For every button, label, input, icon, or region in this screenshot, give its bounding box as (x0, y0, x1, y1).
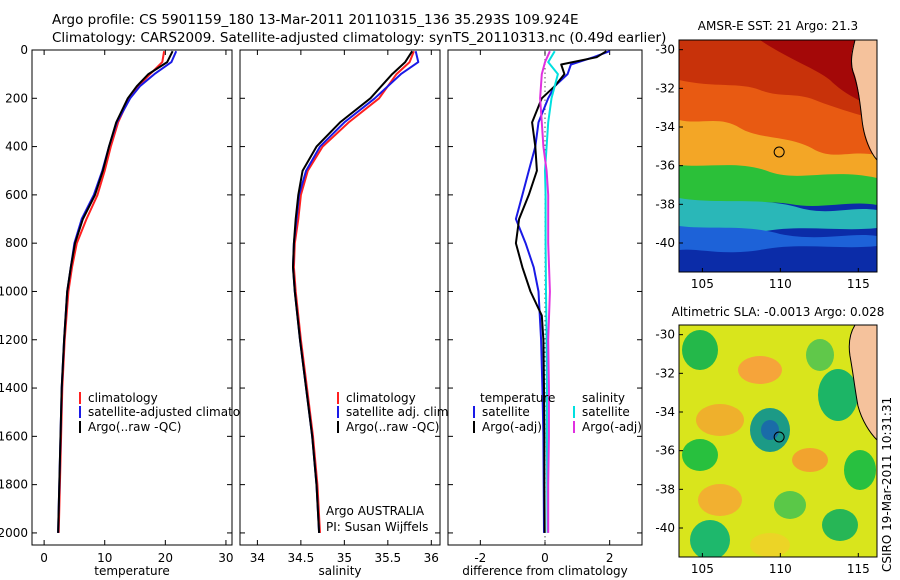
legend-label-argo: Argo(..raw -QC) (346, 420, 439, 434)
map-y-tick-label: -32 (655, 366, 675, 380)
map-x-tick-label: 105 (691, 562, 714, 576)
argo-program-annotation: Argo AUSTRALIA (326, 504, 425, 518)
legend-label-temp-satellite: satellite (482, 405, 530, 419)
map-y-tick-label: -30 (655, 43, 675, 57)
map-x-tick-label: 110 (769, 562, 792, 576)
series-line-argo-raw-qc (57, 50, 174, 533)
map-y-tick-label: -38 (655, 482, 675, 496)
x-tick-label: 2 (606, 551, 614, 565)
legend-label-temp-argo: Argo(-adj) (482, 420, 542, 434)
temperature-axes-frame (31, 49, 233, 546)
difference-legend: temperature satellite Argo(-adj) salinit… (473, 391, 642, 434)
map-x-tick-label: 115 (847, 277, 870, 291)
salinity-ticks: 34 34.5 35 35.5 36 (240, 49, 440, 565)
legend-label-climatology: climatology (88, 391, 158, 405)
salinity-legend: climatology satellite adj. clim. Argo(..… (337, 391, 452, 434)
map-y-tick-label: -36 (655, 159, 675, 173)
sst-map-title: AMSR-E SST: 21 Argo: 21.3 (698, 19, 858, 33)
x-tick-label: 30 (218, 551, 233, 565)
legend-label-satellite: satellite-adjusted climatology (88, 405, 266, 419)
sla-map-ticks: 105 110 115 -30 -32 -34 -36 -38 -40 (655, 328, 869, 576)
sla-map-image (679, 325, 877, 557)
legend-label-satellite: satellite adj. clim. (346, 405, 452, 419)
y-tick-label: 600 (5, 188, 28, 202)
map-y-tick-label: -36 (655, 444, 675, 458)
salinity-axes-frame (239, 49, 441, 546)
map-x-tick-label: 110 (769, 277, 792, 291)
map-y-tick-label: -32 (655, 81, 675, 95)
x-tick-label: 35 (337, 551, 352, 565)
legend-label-climatology: climatology (346, 391, 416, 405)
series-line-temperature-satellite (514, 50, 611, 533)
sst-map-frame (678, 39, 878, 273)
salinity-panel: 34 34.5 35 35.5 36 salinity climatology sate… (239, 49, 452, 578)
x-tick-label: 20 (158, 551, 173, 565)
timestamp-side-label: CSIRO 19-Mar-2011 10:31:31 (880, 397, 894, 572)
difference-plot (514, 50, 611, 545)
sla-argo-position-marker (773, 431, 785, 443)
legend-label-sal-argo: Argo(-adj) (582, 420, 642, 434)
x-tick-label: 36 (424, 551, 439, 565)
figure-title-line2: Climatology: CARS2009. Satellite-adjuste… (52, 30, 666, 46)
map-x-tick-label: 115 (847, 562, 870, 576)
sst-argo-position-marker (773, 146, 785, 158)
difference-ticks: -2 0 2 (448, 49, 642, 565)
legend-label-sal-satellite: satellite (582, 405, 630, 419)
difference-panel: -2 0 2 difference from climatology tempera… (447, 49, 643, 578)
temperature-xlabel: temperature (94, 564, 169, 578)
sst-map-panel: AMSR-E SST: 21 Argo: 21.3 105 110 115 -30 -3… (655, 19, 878, 291)
x-tick-label: 35.5 (374, 551, 401, 565)
temperature-ticks: 0 10 20 30 0 200 400 600 800 1000 1200 1400 1600 1800… (0, 43, 234, 565)
map-y-tick-label: -34 (655, 120, 675, 134)
x-tick-label: 34 (250, 551, 265, 565)
y-tick-label: 400 (5, 140, 28, 154)
y-tick-label: 2000 (0, 526, 28, 540)
x-tick-label: 0 (40, 551, 48, 565)
x-tick-label: 10 (97, 551, 112, 565)
sst-map-ticks: 105 110 115 -30 -32 -34 -36 -38 -40 (655, 43, 869, 291)
pi-annotation: PI: Susan Wijffels (326, 520, 428, 534)
temperature-legend: climatology satellite-adjusted climatolo… (79, 391, 266, 434)
y-tick-label: 800 (5, 236, 28, 250)
y-tick-label: 1200 (0, 333, 28, 347)
sla-map-panel: Altimetric SLA: -0.0013 Argo: 0.028 105 1… (655, 305, 884, 576)
map-y-tick-label: -34 (655, 405, 675, 419)
difference-xlabel: difference from climatology (462, 564, 628, 578)
legend-title-temperature: temperature (480, 391, 555, 405)
y-tick-label: 1400 (0, 381, 28, 395)
figure-title-line1: Argo profile: CS 5901159_180 13-Mar-2011… (52, 12, 579, 28)
map-x-tick-label: 105 (691, 277, 714, 291)
series-line-salinity-argo-adj (539, 50, 551, 533)
y-tick-label: 1600 (0, 429, 28, 443)
sla-map-title: Altimetric SLA: -0.0013 Argo: 0.028 (672, 305, 885, 319)
map-y-tick-label: -30 (655, 328, 675, 342)
legend-title-salinity: salinity (582, 391, 625, 405)
x-tick-label: 34.5 (288, 551, 315, 565)
legend-label-argo: Argo(..raw -QC) (88, 420, 181, 434)
sst-map-image (679, 40, 877, 272)
x-tick-label: -2 (474, 551, 486, 565)
temperature-plot (57, 50, 178, 533)
sla-map-frame (678, 324, 878, 558)
y-tick-label: 1000 (0, 284, 28, 298)
map-y-tick-label: -40 (655, 521, 675, 535)
series-line-argo-raw-qc (292, 50, 414, 533)
temperature-panel: 0 10 20 30 0 200 400 600 800 1000 1200 1400 1600 1800… (0, 43, 266, 578)
x-tick-label: 0 (541, 551, 549, 565)
series-line-temperature-argo-adj (514, 50, 607, 533)
y-tick-label: 1800 (0, 478, 28, 492)
map-y-tick-label: -40 (655, 236, 675, 250)
salinity-plot (292, 50, 420, 533)
map-y-tick-label: -38 (655, 197, 675, 211)
y-tick-label: 0 (20, 43, 28, 57)
series-line-salinity-satellite (544, 50, 559, 533)
y-tick-label: 200 (5, 91, 28, 105)
salinity-xlabel: salinity (318, 564, 361, 578)
